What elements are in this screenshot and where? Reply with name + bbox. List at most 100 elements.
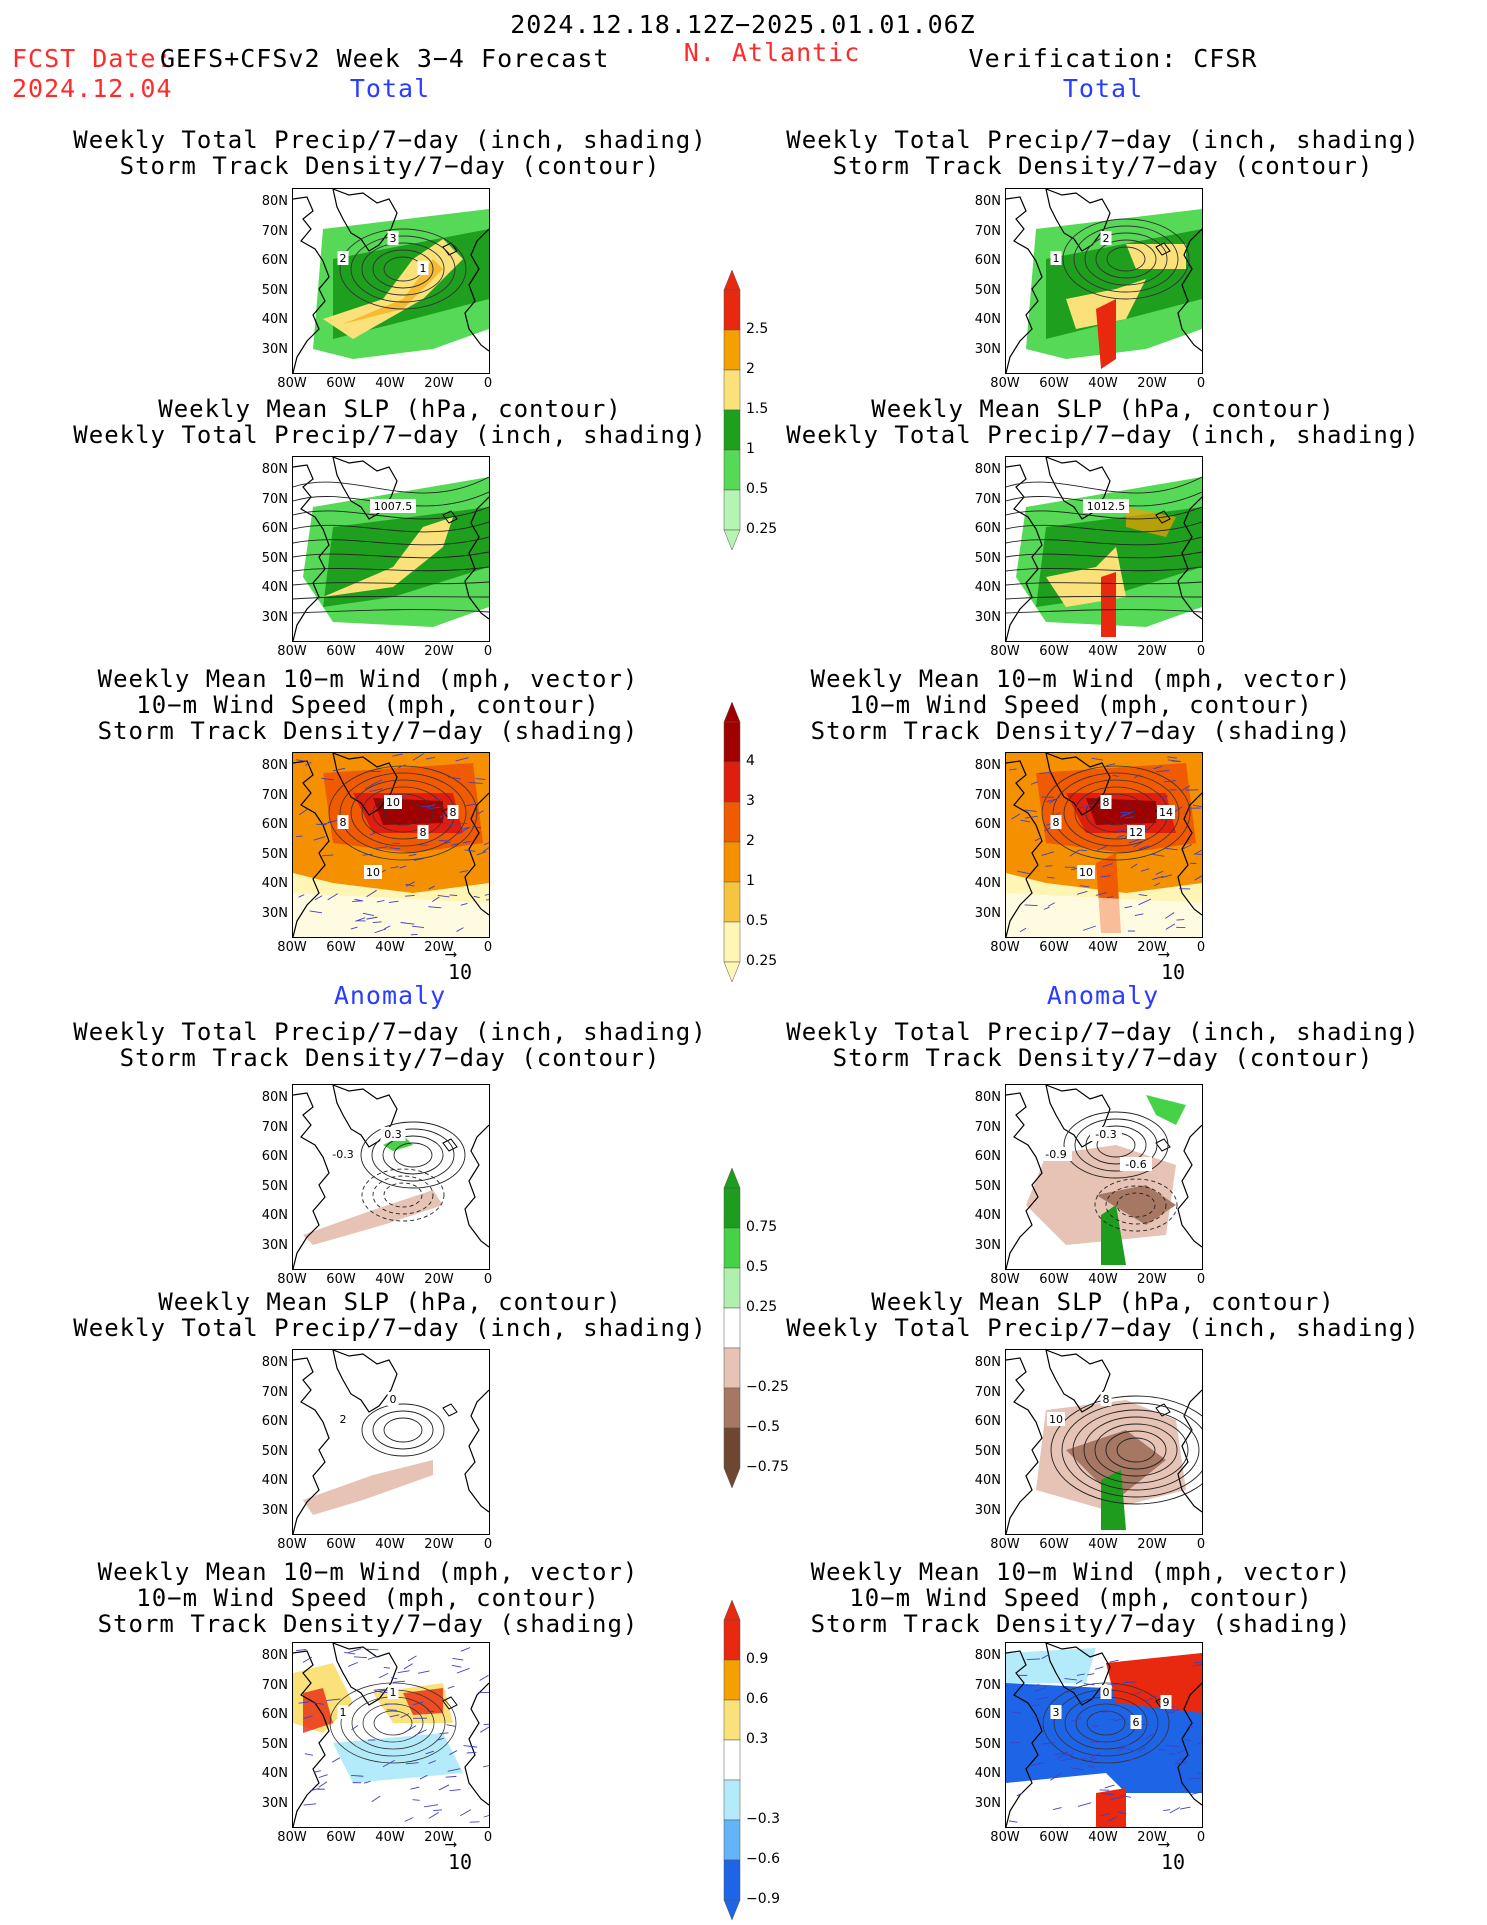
svg-text:0: 0	[390, 1393, 397, 1406]
region-label: N. Atlantic	[683, 38, 861, 67]
lat-tick-label: 30N	[974, 341, 1001, 357]
section-total-left: Total	[349, 74, 431, 103]
lat-tick-label: 80N	[261, 194, 288, 209]
panel-3-right-title-2: 10−m Wind Speed (mph, contour)	[849, 691, 1313, 719]
reference-vector-arrow-icon: ⟶	[446, 1834, 456, 1853]
reference-vector-label: 10	[448, 1850, 473, 1874]
svg-text:8: 8	[420, 826, 427, 839]
panel-2-right-title-1: Weekly Mean SLP (hPa, contour)	[871, 395, 1335, 423]
panel-5-right-title-2: Weekly Total Precip/7−day (inch, shading…	[786, 1314, 1420, 1342]
svg-text:1012.5: 1012.5	[1087, 500, 1126, 513]
lat-tick-label: 60N	[261, 253, 288, 268]
lat-tick-label: 30N	[974, 609, 1001, 625]
map-panel-2-right: 1012.5	[1005, 456, 1203, 642]
panel-5-right-title-1: Weekly Mean SLP (hPa, contour)	[871, 1288, 1335, 1316]
panel-5-left-title-1: Weekly Mean SLP (hPa, contour)	[158, 1288, 622, 1316]
lon-tick-label: 80W	[277, 1537, 307, 1552]
lat-tick-label: 70N	[974, 787, 1001, 803]
lat-tick-label: 50N	[974, 846, 1001, 862]
reference-vector-label: 10	[448, 960, 473, 984]
svg-text:8: 8	[1103, 796, 1110, 809]
lat-tick-label: 60N	[974, 1707, 1001, 1722]
lon-tick-label: 80W	[990, 644, 1020, 659]
svg-text:-0.3: -0.3	[332, 1148, 353, 1161]
lon-tick-label: 40W	[1088, 1830, 1118, 1845]
lat-tick-label: 60N	[974, 253, 1001, 268]
svg-text:10: 10	[386, 796, 400, 809]
map-panel-3-right: 8 8 12 14 10	[1005, 752, 1203, 938]
lat-tick-label: 60N	[261, 1149, 288, 1164]
lon-tick-label: 0	[483, 1272, 493, 1287]
svg-text:10: 10	[366, 866, 380, 879]
svg-text:6: 6	[1133, 1716, 1140, 1729]
lat-tick-label: 80N	[974, 758, 1001, 773]
lon-tick-label: 40W	[375, 1272, 405, 1287]
panel-3-right-title-3: Storm Track Density/7−day (shading)	[810, 717, 1352, 745]
lon-tick-label: 0	[483, 1537, 493, 1552]
map-panel-3-left: 10 8 8 8 10	[292, 752, 490, 938]
panel-6-left-title-2: 10−m Wind Speed (mph, contour)	[136, 1584, 600, 1612]
panel-6-right-title-1: Weekly Mean 10−m Wind (mph, vector)	[810, 1558, 1352, 1586]
colorbar-tick-label: 0.5	[746, 481, 769, 497]
svg-text:14: 14	[1159, 806, 1173, 819]
svg-text:2: 2	[340, 1413, 347, 1426]
lon-tick-label: 60W	[326, 644, 356, 659]
lon-tick-label: 80W	[277, 1272, 307, 1287]
lat-tick-label: 30N	[261, 905, 288, 921]
lon-tick-label: 0	[483, 940, 493, 955]
lon-tick-label: 20W	[1137, 1272, 1167, 1287]
lat-tick-label: 70N	[974, 491, 1001, 507]
lat-tick-label: 40N	[261, 1766, 288, 1781]
lat-tick-label: 50N	[261, 846, 288, 862]
svg-text:1: 1	[390, 1686, 397, 1699]
panel-1-right-title-2: Storm Track Density/7−day (contour)	[832, 152, 1374, 180]
lon-tick-label: 40W	[375, 644, 405, 659]
lon-tick-label: 0	[483, 1830, 493, 1845]
lat-tick-label: 80N	[261, 1355, 288, 1370]
reference-vector-arrow-icon: ⟶	[1159, 944, 1169, 963]
panel-1-right-title-1: Weekly Total Precip/7−day (inch, shading…	[786, 126, 1420, 154]
map-panel-1-left: 3 2 1	[292, 188, 490, 374]
lat-tick-label: 30N	[974, 1502, 1001, 1518]
svg-text:8: 8	[1053, 816, 1060, 829]
lon-tick-label: 20W	[1137, 644, 1167, 659]
panel-3-left-title-3: Storm Track Density/7−day (shading)	[97, 717, 639, 745]
lon-tick-label: 60W	[1039, 1537, 1069, 1552]
panel-2-left-title-2: Weekly Total Precip/7−day (inch, shading…	[73, 421, 707, 449]
panel-6-left-title-3: Storm Track Density/7−day (shading)	[97, 1610, 639, 1638]
colorbar-tick-label: 2	[746, 361, 755, 377]
lat-tick-label: 70N	[261, 491, 288, 507]
svg-text:3: 3	[1053, 1706, 1060, 1719]
lat-tick-label: 70N	[261, 1119, 288, 1135]
colorbar-tick-label: −0.6	[746, 1851, 780, 1867]
lon-tick-label: 80W	[277, 940, 307, 955]
lon-tick-label: 60W	[326, 1272, 356, 1287]
lat-tick-label: 40N	[974, 1473, 1001, 1488]
lon-tick-label: 0	[1196, 1537, 1206, 1552]
lat-tick-label: 30N	[261, 1237, 288, 1253]
lat-tick-label: 70N	[974, 223, 1001, 239]
lat-tick-label: 50N	[261, 1443, 288, 1459]
lon-tick-label: 80W	[990, 1272, 1020, 1287]
lon-tick-label: 80W	[990, 1830, 1020, 1845]
lat-tick-label: 80N	[974, 1355, 1001, 1370]
panel-4-right-title-1: Weekly Total Precip/7−day (inch, shading…	[786, 1018, 1420, 1046]
colorbar-tick-label: 0.9	[746, 1651, 769, 1667]
lon-tick-label: 20W	[424, 940, 454, 955]
lat-tick-label: 50N	[261, 282, 288, 298]
panel-2-right-title-2: Weekly Total Precip/7−day (inch, shading…	[786, 421, 1420, 449]
reference-vector-arrow-icon: ⟶	[1159, 1834, 1169, 1853]
colorbar-storm_anom	[722, 1599, 742, 1924]
lon-tick-label: 40W	[1088, 1272, 1118, 1287]
lat-tick-label: 60N	[974, 1149, 1001, 1164]
lat-tick-label: 70N	[974, 1119, 1001, 1135]
lon-tick-label: 20W	[424, 376, 454, 391]
lat-tick-label: 40N	[974, 580, 1001, 595]
lat-tick-label: 30N	[974, 905, 1001, 921]
lat-tick-label: 40N	[261, 1473, 288, 1488]
reference-vector-arrow-icon: ⟶	[446, 944, 456, 963]
panel-3-left-title-1: Weekly Mean 10−m Wind (mph, vector)	[97, 665, 639, 693]
lat-tick-label: 50N	[261, 1178, 288, 1194]
lon-tick-label: 40W	[1088, 644, 1118, 659]
colorbar-tick-label: 3	[746, 793, 755, 809]
